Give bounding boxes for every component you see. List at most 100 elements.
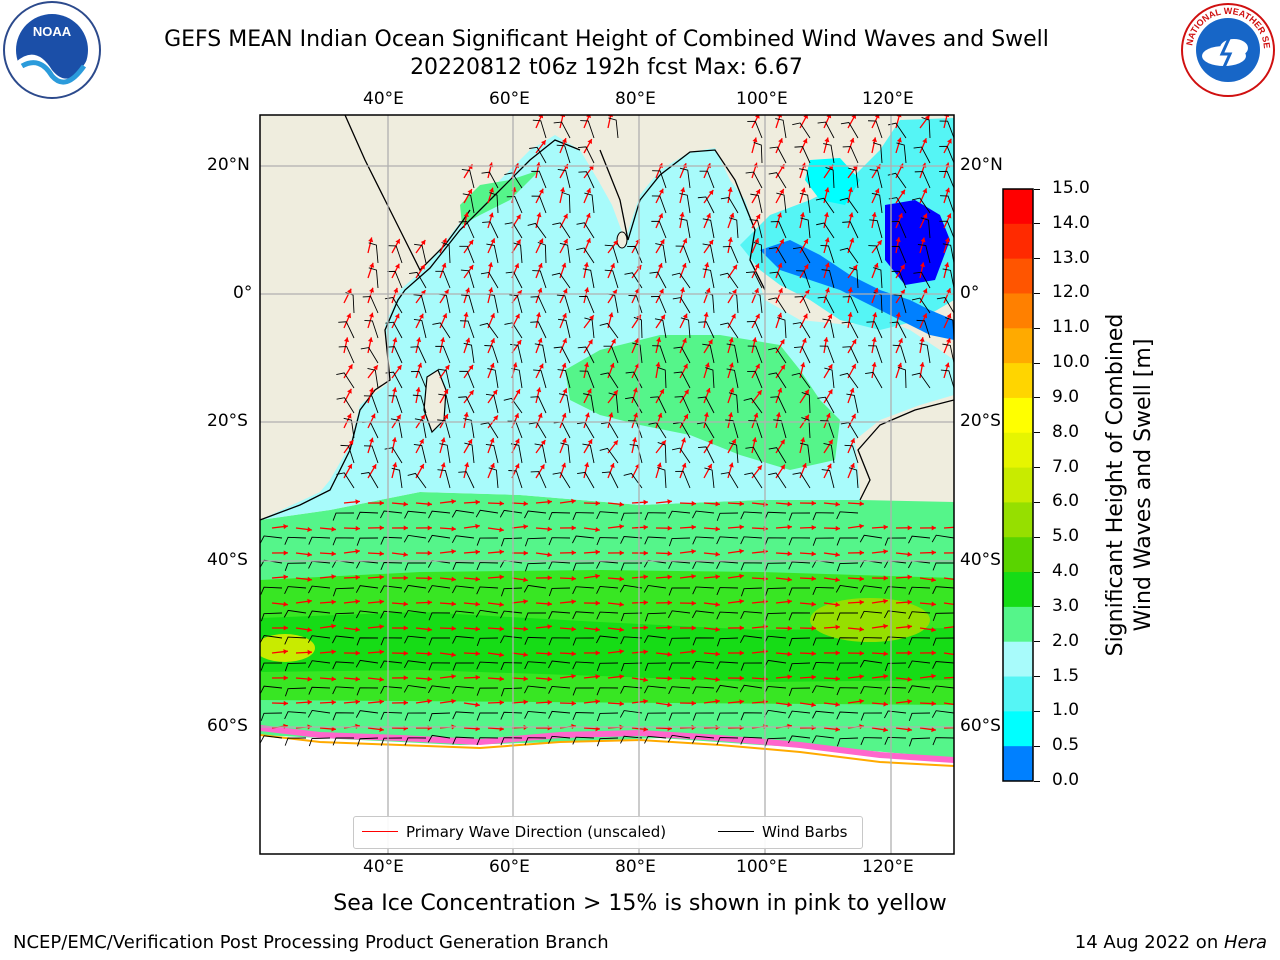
wind-barb <box>557 169 571 189</box>
wave-direction-arrowhead <box>538 115 544 119</box>
wave-direction-arrowhead <box>451 625 456 632</box>
wind-barb <box>892 344 907 364</box>
wave-direction-arrowhead <box>571 525 576 531</box>
wave-direction-arrowhead <box>945 187 951 193</box>
wind-barb <box>413 294 427 314</box>
wave-direction-arrowhead <box>728 337 734 343</box>
wave-direction-arrowhead <box>440 437 446 443</box>
wind-barb <box>822 318 835 339</box>
wave-direction-arrow <box>943 652 954 656</box>
wind-barb <box>812 537 835 546</box>
wind-barb <box>650 396 667 414</box>
wind-barb <box>307 635 331 643</box>
wind-barb <box>388 245 403 264</box>
wind-barb <box>487 368 499 389</box>
wind-barb <box>799 192 811 214</box>
wave-direction-arrowhead <box>419 464 424 469</box>
wind-barb <box>577 146 595 164</box>
wind-barb <box>556 144 571 164</box>
wind-barb <box>644 735 667 744</box>
wind-barb <box>725 419 739 439</box>
wind-barb <box>559 242 571 264</box>
wave-direction-arrowhead <box>779 339 785 345</box>
wave-direction-arrowhead <box>803 264 809 270</box>
wave-direction-arrowhead <box>777 312 783 318</box>
wind-barb <box>633 316 643 339</box>
wave-direction-arrowhead <box>667 550 672 557</box>
wave-direction-arrowhead <box>468 239 474 245</box>
wind-barb <box>428 662 451 671</box>
wind-barb <box>380 737 403 746</box>
wave-direction-arrowhead <box>561 138 567 144</box>
wind-barb <box>529 146 547 164</box>
wave-direction-arrowhead <box>956 525 960 530</box>
wind-barb <box>260 586 283 595</box>
wind-barb <box>674 396 691 414</box>
wave-direction-arrowhead <box>571 550 576 556</box>
wave-direction-arrowhead <box>811 524 816 531</box>
wave-direction-arrowhead <box>331 699 336 705</box>
wind-barb <box>739 684 763 693</box>
wave-direction-arrowhead <box>395 263 400 269</box>
colorbar-segment <box>1003 502 1033 538</box>
sea-ice-edge-yellow <box>260 734 954 767</box>
wave-direction-arrowhead <box>715 551 720 557</box>
wind-barb <box>356 537 379 546</box>
wave-direction-arrowhead <box>703 412 709 418</box>
wave-direction-arrowhead <box>872 312 878 318</box>
wave-direction-arrowhead <box>561 262 567 268</box>
wind-barb <box>441 242 451 264</box>
wind-barb <box>740 712 763 721</box>
wind-barb <box>458 396 475 414</box>
wind-barb <box>596 611 619 620</box>
wind-barb <box>811 735 835 744</box>
wave-direction-arrowhead <box>547 526 552 532</box>
wave-direction-arrowhead <box>667 525 672 531</box>
wind-barb <box>836 737 859 747</box>
wind-barb <box>716 737 739 746</box>
wind-barb <box>608 392 619 414</box>
wave-direction-arrowhead <box>877 240 882 246</box>
wave-direction-arrowhead <box>440 337 446 343</box>
wave-direction-arrowhead <box>613 390 618 396</box>
wave-direction-arrowhead <box>787 674 792 680</box>
wind-barb <box>692 510 715 519</box>
wind-barb <box>560 442 571 464</box>
wind-barb <box>931 710 954 718</box>
wind-barb <box>548 710 571 719</box>
wind-barb <box>812 586 835 595</box>
footer-date-text: 14 Aug 2022 on <box>1074 932 1224 953</box>
wind-barb <box>524 737 547 746</box>
wave-direction-arrowhead <box>331 551 336 557</box>
wave-direction-arrowhead <box>715 574 720 580</box>
wave-direction-arrowhead <box>331 676 336 682</box>
wave-direction-arrowhead <box>823 337 829 342</box>
wind-barb <box>643 635 667 644</box>
wind-barb <box>596 511 619 520</box>
wind-barb <box>768 372 787 389</box>
wind-barb <box>531 195 547 214</box>
wind-barb <box>537 241 547 264</box>
wind-barb <box>744 472 763 489</box>
wind-barb <box>743 397 763 414</box>
wave-direction-arrowhead <box>955 652 960 657</box>
wind-barb <box>553 121 571 139</box>
wave-direction-arrowhead <box>804 389 809 395</box>
wave-direction-arrowhead <box>379 624 384 630</box>
wave-direction-arrowhead <box>468 364 474 370</box>
wave-direction-arrowhead <box>475 549 480 555</box>
wind-barb <box>869 219 883 239</box>
wind-barb <box>485 393 499 414</box>
wave-direction-arrowhead <box>874 188 880 194</box>
wave-direction-arrowhead <box>587 439 593 445</box>
wave-direction-arrowhead <box>683 414 689 420</box>
wave-direction-arrowhead <box>643 550 648 556</box>
wind-barb <box>893 294 907 314</box>
colorbar-segment <box>1003 223 1033 260</box>
colorbar-tick-label: 15.0 <box>1052 178 1090 198</box>
wind-barb <box>788 537 811 546</box>
wind-barb <box>776 192 787 214</box>
wind-barb <box>452 711 475 720</box>
wave-direction-arrowhead <box>538 188 544 194</box>
